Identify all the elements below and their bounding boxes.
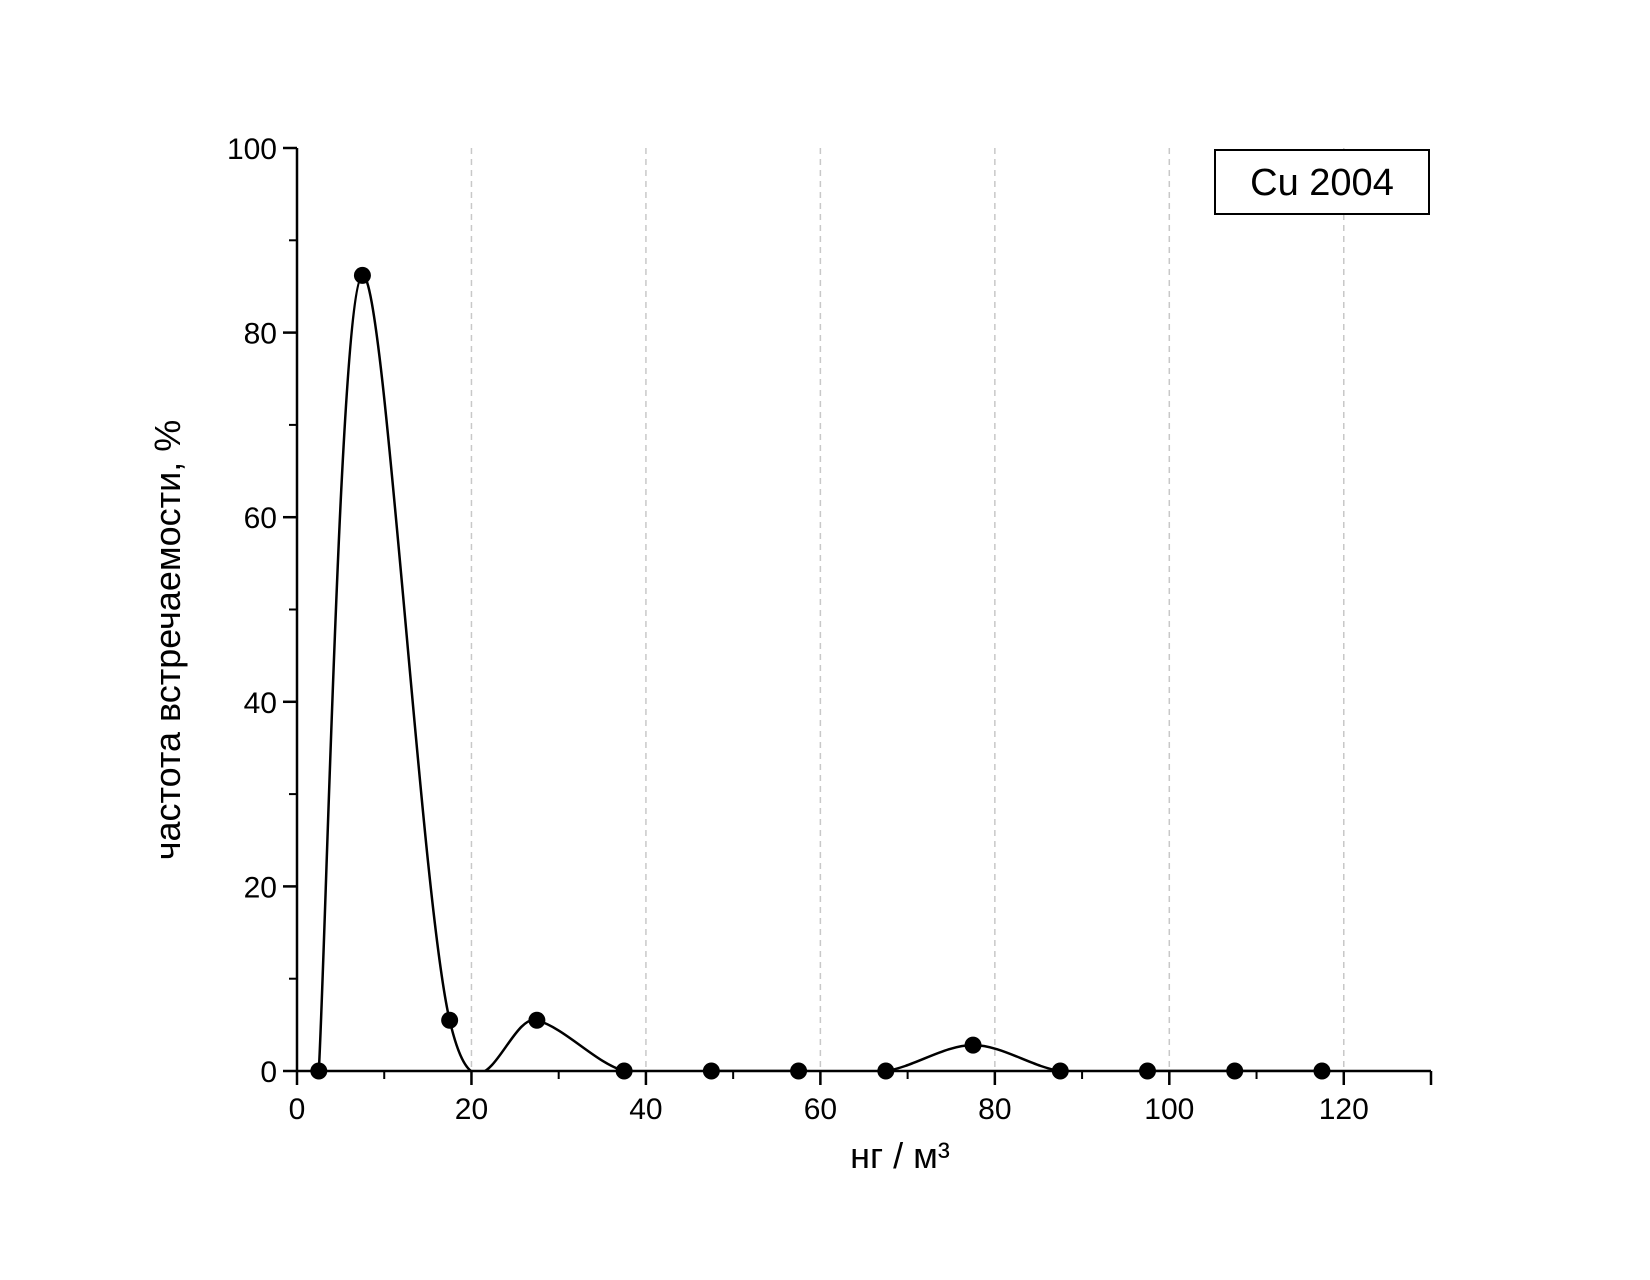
data-point — [441, 1011, 459, 1029]
y-tick-label: 100 — [227, 133, 277, 166]
data-point — [1313, 1062, 1331, 1080]
legend-label: Cu 2004 — [1250, 162, 1394, 204]
x-tick-label: 100 — [1144, 1093, 1194, 1126]
curve-group — [317, 274, 1322, 1071]
x-tick-label: 60 — [804, 1093, 837, 1126]
x-tick-label: 40 — [629, 1093, 662, 1126]
y-tick-label: 60 — [244, 502, 277, 535]
fit-curve — [885, 1043, 974, 1071]
y-tick-label: 0 — [260, 1056, 277, 1089]
data-point — [964, 1036, 982, 1054]
y-axis-title: частота встречаемости, % — [147, 420, 188, 860]
data-point — [702, 1062, 720, 1080]
x-tick-label: 0 — [289, 1093, 306, 1126]
x-tick-label: 20 — [455, 1093, 488, 1126]
fit-curve — [973, 1043, 1061, 1071]
data-point — [353, 266, 371, 284]
y-tick-label: 80 — [244, 318, 277, 351]
data-point — [1139, 1062, 1156, 1080]
data-point — [877, 1062, 895, 1080]
y-tick-label: 40 — [244, 687, 277, 720]
data-point — [1051, 1062, 1069, 1080]
fit-curve — [448, 1018, 538, 1071]
y-tick-label: 20 — [244, 871, 277, 904]
x-axis-title: нг / м³ — [850, 1135, 950, 1176]
fit-curve — [317, 274, 364, 1071]
legend-box — [1214, 149, 1430, 215]
data-point — [310, 1062, 328, 1080]
data-point — [790, 1062, 808, 1080]
x-tick-label: 80 — [978, 1093, 1011, 1126]
fit-curve — [536, 1019, 625, 1071]
data-point — [528, 1011, 546, 1029]
fit-curve — [361, 274, 451, 1021]
x-tick-label: 120 — [1319, 1093, 1369, 1126]
data-point — [1226, 1062, 1244, 1080]
data-point — [615, 1062, 633, 1080]
